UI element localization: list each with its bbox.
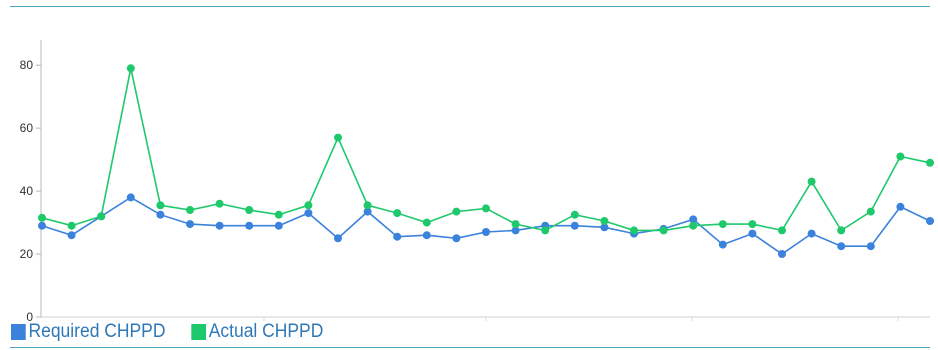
data-point[interactable] xyxy=(837,226,846,235)
y-tick-label: 40 xyxy=(20,184,34,198)
data-point[interactable] xyxy=(215,221,224,230)
legend-item-required[interactable]: Required CHPPD xyxy=(11,321,165,343)
legend-swatch-actual xyxy=(191,324,206,340)
data-point[interactable] xyxy=(97,212,106,221)
data-point[interactable] xyxy=(452,234,461,243)
data-point[interactable] xyxy=(482,204,490,213)
data-point[interactable] xyxy=(600,217,609,225)
data-point[interactable] xyxy=(126,193,135,202)
data-point[interactable] xyxy=(334,133,342,142)
data-point[interactable] xyxy=(186,220,194,229)
data-point[interactable] xyxy=(689,215,698,224)
data-point[interactable] xyxy=(570,221,579,230)
series-required xyxy=(38,193,934,258)
data-point[interactable] xyxy=(807,229,816,238)
series-actual xyxy=(38,64,934,235)
data-point[interactable] xyxy=(422,231,431,240)
axes: 0 20 40 60 80 xyxy=(20,40,930,324)
data-point[interactable] xyxy=(718,240,727,249)
data-point[interactable] xyxy=(600,223,609,232)
data-point[interactable] xyxy=(393,232,402,241)
data-point[interactable] xyxy=(304,201,313,210)
data-point[interactable] xyxy=(807,177,816,186)
data-point[interactable] xyxy=(186,206,194,214)
data-point[interactable] xyxy=(245,221,254,230)
data-point[interactable] xyxy=(38,221,46,230)
data-point[interactable] xyxy=(215,199,224,208)
data-point[interactable] xyxy=(659,226,668,235)
data-point[interactable] xyxy=(570,210,579,219)
data-point[interactable] xyxy=(304,209,313,218)
data-point[interactable] xyxy=(274,221,283,230)
data-point[interactable] xyxy=(422,218,431,227)
bottom-border xyxy=(10,347,930,348)
data-point[interactable] xyxy=(245,206,254,214)
data-point[interactable] xyxy=(511,226,520,235)
data-point[interactable] xyxy=(896,152,905,161)
data-point[interactable] xyxy=(689,221,698,230)
top-border xyxy=(10,6,930,7)
legend-label-required: Required CHPPD xyxy=(28,321,166,342)
data-point[interactable] xyxy=(274,210,283,219)
data-point[interactable] xyxy=(778,250,786,258)
data-point[interactable] xyxy=(67,221,76,230)
data-point[interactable] xyxy=(778,226,786,235)
y-tick-label: 20 xyxy=(20,247,34,261)
data-point[interactable] xyxy=(748,229,757,238)
data-point[interactable] xyxy=(156,210,165,219)
data-point[interactable] xyxy=(896,202,905,211)
data-point[interactable] xyxy=(38,213,46,222)
data-point[interactable] xyxy=(482,228,490,236)
y-tick-label: 0 xyxy=(26,310,33,324)
y-tick-label: 80 xyxy=(20,58,34,72)
legend-label-actual: Actual CHPPD xyxy=(208,321,324,342)
data-point[interactable] xyxy=(718,220,727,229)
data-point[interactable] xyxy=(866,242,875,251)
data-point[interactable] xyxy=(156,201,165,210)
legend: Required CHPPD Actual CHPPD xyxy=(11,321,349,343)
data-point[interactable] xyxy=(334,234,342,243)
data-point[interactable] xyxy=(630,226,638,235)
data-point[interactable] xyxy=(511,220,520,229)
data-point[interactable] xyxy=(363,201,372,210)
data-point[interactable] xyxy=(837,242,846,251)
data-point[interactable] xyxy=(541,226,550,235)
data-point[interactable] xyxy=(67,231,76,240)
data-point[interactable] xyxy=(393,209,402,218)
y-tick-label: 60 xyxy=(20,121,34,135)
data-point[interactable] xyxy=(866,207,875,216)
data-point[interactable] xyxy=(452,207,461,216)
data-point[interactable] xyxy=(748,220,757,229)
data-point[interactable] xyxy=(126,64,135,73)
series-group xyxy=(38,64,934,258)
legend-item-actual[interactable]: Actual CHPPD xyxy=(191,321,323,343)
legend-swatch-required xyxy=(11,324,26,340)
data-point[interactable] xyxy=(926,158,934,167)
data-point[interactable] xyxy=(363,207,372,216)
data-point[interactable] xyxy=(926,217,934,225)
